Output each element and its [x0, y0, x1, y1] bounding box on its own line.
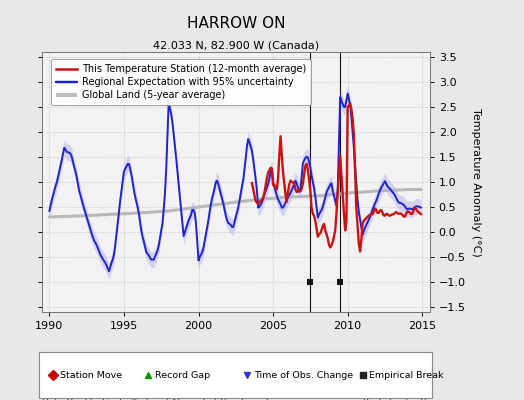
Text: Berkeley Earth: Berkeley Earth	[363, 398, 430, 400]
Text: HARROW ON: HARROW ON	[187, 16, 285, 31]
Text: Data Quality Controlled and Aligned at Breakpoints: Data Quality Controlled and Aligned at B…	[42, 398, 274, 400]
Legend: This Temperature Station (12-month average), Regional Expectation with 95% uncer: This Temperature Station (12-month avera…	[51, 60, 311, 105]
Y-axis label: Temperature Anomaly (°C): Temperature Anomaly (°C)	[471, 108, 481, 256]
Text: 42.033 N, 82.900 W (Canada): 42.033 N, 82.900 W (Canada)	[152, 40, 319, 50]
Text: Empirical Break: Empirical Break	[369, 370, 444, 380]
Text: Time of Obs. Change: Time of Obs. Change	[254, 370, 353, 380]
Text: Record Gap: Record Gap	[155, 370, 210, 380]
Text: Station Move: Station Move	[60, 370, 123, 380]
